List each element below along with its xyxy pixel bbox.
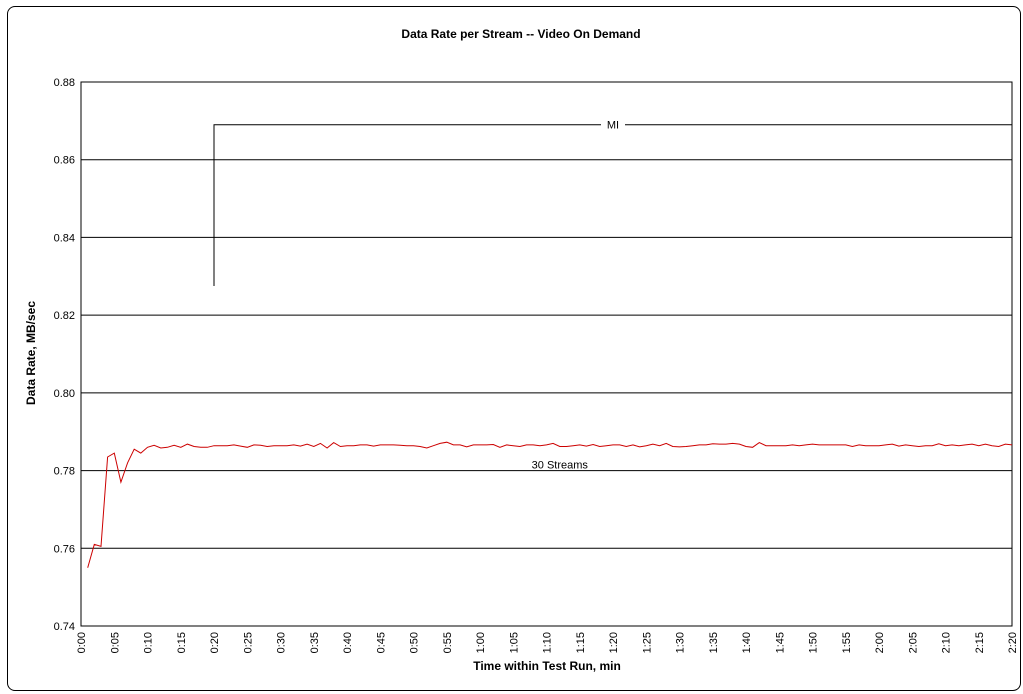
x-tick-label: 0:05: [109, 632, 121, 653]
x-tick-label: 1:50: [808, 632, 820, 653]
x-tick-label: 0:10: [143, 632, 155, 653]
mi-bracket: [213, 124, 1013, 286]
x-tick-label: 1:15: [575, 632, 587, 653]
y-tick-label: 0.82: [54, 310, 75, 322]
gridlines: [80, 81, 1013, 627]
y-tick-label: 0.86: [54, 155, 75, 167]
x-tick-label: 1:25: [641, 632, 653, 653]
x-axis-title: Time within Test Run, min: [473, 659, 621, 673]
x-tick-label: 0:35: [309, 632, 321, 653]
annotations: MI 30 Streams: [213, 120, 1013, 472]
y-tick-labels: 0.74 0.76 0.78 0.80 0.82 0.84 0.86 0.88: [54, 77, 75, 633]
x-tick-label: 0:30: [276, 632, 288, 653]
y-tick-label: 0.80: [54, 388, 75, 400]
plot-area: [80, 81, 1013, 627]
series-line: [87, 441, 1013, 568]
x-tick-label: 0:15: [176, 632, 188, 653]
y-axis-title: Data Rate, MB/sec: [24, 301, 38, 405]
x-tick-label: 2:20: [1007, 632, 1019, 653]
chart-frame: [7, 6, 1021, 691]
x-tick-label: 2:15: [974, 632, 986, 653]
x-tick-label: 0:40: [342, 632, 354, 653]
x-tick-label: 0:45: [375, 632, 387, 653]
x-tick-label: 1:45: [774, 632, 786, 653]
x-tick-labels: 0:00 0:05 0:10 0:15 0:20 0:25 0:30 0:35 0:40 0:45…: [76, 632, 1019, 653]
x-tick-label: 0:55: [442, 632, 454, 653]
x-tick-label: 1:55: [841, 632, 853, 653]
x-tick-label: 0:00: [76, 632, 88, 653]
y-tick-label: 0.88: [54, 77, 75, 89]
x-tick-label: 0:20: [209, 632, 221, 653]
y-tick-label: 0.78: [54, 466, 75, 478]
series-layer: [87, 441, 1013, 568]
x-tick-label: 2:05: [907, 632, 919, 653]
x-tick-label: 2:00: [874, 632, 886, 653]
streams-label: 30 Streams: [532, 460, 589, 472]
x-tick-label: 0:50: [409, 632, 421, 653]
mi-label: MI: [607, 120, 619, 132]
y-tick-label: 0.74: [54, 621, 75, 633]
x-tick-label: 0:25: [242, 632, 254, 653]
x-tick-label: 2:10: [941, 632, 953, 653]
x-tick-label: 1:40: [741, 632, 753, 653]
chart-title: Data Rate per Stream -- Video On Demand: [401, 27, 640, 41]
x-tick-label: 1:35: [708, 632, 720, 653]
y-tick-label: 0.76: [54, 543, 75, 555]
x-tick-label: 1:10: [542, 632, 554, 653]
x-tick-label: 1:30: [675, 632, 687, 653]
x-tick-label: 1:00: [475, 632, 487, 653]
x-tick-label: 1:05: [508, 632, 520, 653]
x-tick-label: 1:20: [608, 632, 620, 653]
y-tick-label: 0.84: [54, 232, 75, 244]
